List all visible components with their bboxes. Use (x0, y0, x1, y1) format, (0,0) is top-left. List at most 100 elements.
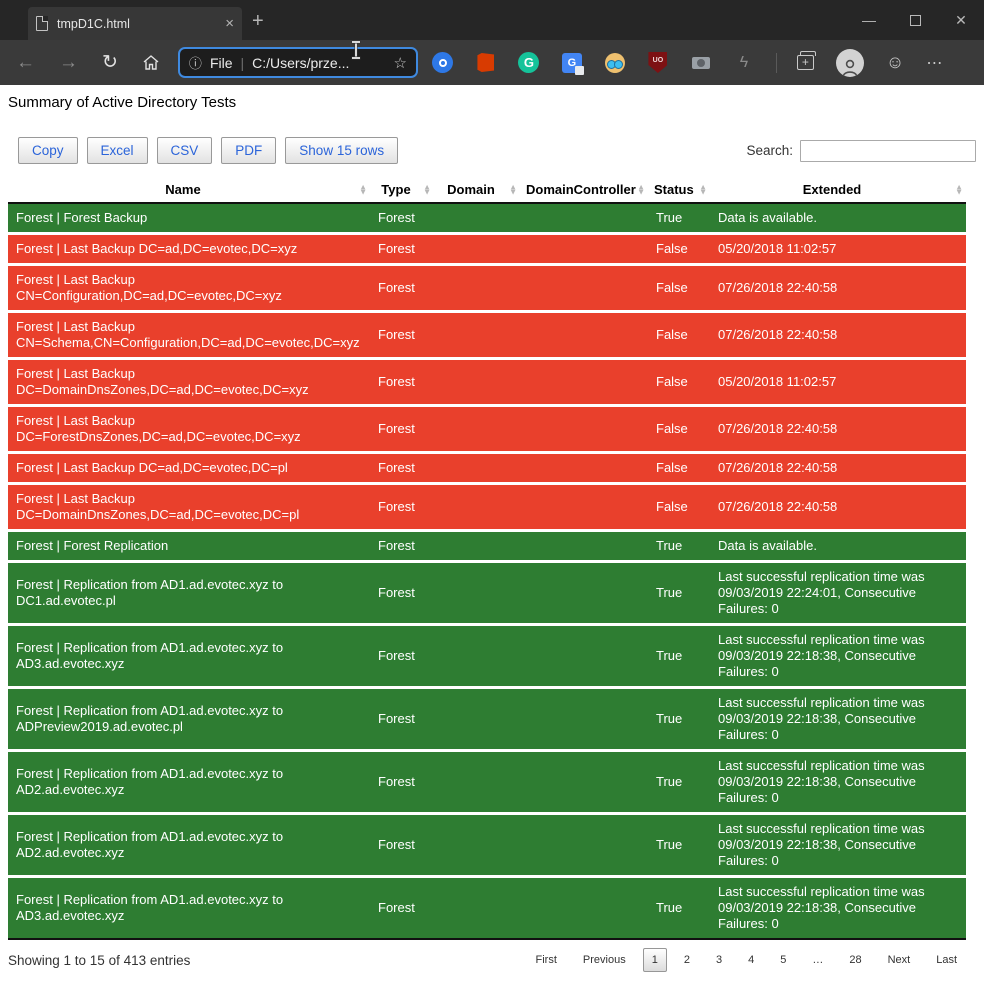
cell-type: Forest (370, 203, 434, 235)
cell-extended: 07/26/2018 22:40:58 (710, 405, 966, 454)
column-header-extended[interactable]: Extended ▲ ▼ (710, 177, 966, 204)
pagination-button-first[interactable]: First (535, 954, 557, 966)
pagination-button-last[interactable]: Last (936, 954, 957, 966)
pagination-button-next[interactable]: Next (887, 954, 911, 966)
profile-avatar[interactable] (835, 48, 864, 77)
home-icon[interactable] (142, 54, 160, 71)
cell-status: True (648, 876, 710, 940)
entries-info: Showing 1 to 15 of 413 entries (8, 952, 191, 968)
new-tab-button[interactable]: + (252, 10, 264, 32)
pagination-button-2[interactable]: 2 (683, 954, 690, 966)
ublock-shield-icon[interactable]: UO (647, 52, 669, 74)
export-button[interactable]: Show 15 rows (285, 137, 399, 164)
search-label: Search: (746, 143, 793, 158)
favorite-star-icon[interactable]: ☆ (393, 54, 407, 72)
cell-domain (434, 530, 520, 563)
table-row: Forest | Replication from AD1.ad.evotec.… (8, 813, 966, 878)
cell-name: Forest | Last Backup DC=DomainDnsZones,D… (8, 358, 370, 407)
pagination-button-previous[interactable]: Previous (582, 954, 626, 966)
table-footer: Showing 1 to 15 of 413 entries First Prev… (8, 948, 976, 972)
collections-icon[interactable]: + (796, 51, 816, 70)
refresh-icon[interactable]: ↻ (102, 52, 118, 73)
column-header-domaincontroller[interactable]: DomainController ▲ ▼ (520, 177, 648, 204)
tab-close-icon[interactable]: × (225, 15, 234, 32)
search-input[interactable] (800, 139, 976, 162)
grammarly-icon[interactable]: G (518, 52, 540, 74)
cell-status: False (648, 358, 710, 407)
avatar-extension-icon[interactable] (604, 52, 626, 74)
column-header-domain[interactable]: Domain ▲ ▼ (434, 177, 520, 204)
onepassword-icon[interactable] (432, 52, 454, 74)
export-button[interactable]: Excel (86, 137, 148, 164)
cell-domain (434, 750, 520, 815)
close-button[interactable]: ✕ (955, 11, 967, 28)
pagination-button-3[interactable]: 3 (715, 954, 723, 966)
address-bar[interactable]: ⓘ File | C:/Users/prze... ☆ (177, 47, 418, 78)
sort-icon[interactable]: ▲ ▼ (699, 182, 707, 197)
table-row: Forest | Last Backup DC=ForestDnsZones,D… (8, 405, 966, 454)
cell-type: Forest (370, 561, 434, 626)
forward-icon[interactable]: → (59, 51, 78, 73)
sort-icon[interactable]: ▲ ▼ (637, 182, 645, 197)
table-row: Forest | Replication from AD1.ad.evotec.… (8, 687, 966, 752)
sort-icon[interactable]: ▲ ▼ (509, 182, 517, 197)
column-header-status[interactable]: Status ▲ ▼ (648, 177, 710, 204)
column-header-type[interactable]: Type ▲ ▼ (370, 177, 434, 204)
sort-icon[interactable]: ▲ ▼ (359, 182, 367, 197)
cell-status: True (648, 624, 710, 689)
sort-icon[interactable]: ▲ ▼ (955, 182, 963, 197)
cell-name: Forest | Last Backup DC=ad,DC=evotec,DC=… (8, 233, 370, 266)
nav-icons: ← → ↻ (0, 51, 160, 74)
cell-extended: 05/20/2018 11:02:57 (710, 233, 966, 266)
translate-icon[interactable]: G (561, 52, 584, 75)
column-header-name[interactable]: Name ▲ ▼ (8, 177, 370, 204)
more-menu-icon[interactable]: ⋯ (926, 54, 944, 72)
column-header-label: Extended (802, 182, 862, 197)
minimize-button[interactable]: — (862, 12, 876, 28)
cell-name: Forest | Replication from AD1.ad.evotec.… (8, 624, 370, 689)
table-row: Forest | Forest Backup Forest True Data is … (8, 203, 966, 235)
tab-bar: tmpD1C.html × + — ✕ (0, 0, 984, 40)
cell-status: False (648, 452, 710, 485)
mouse-text-cursor (352, 41, 360, 59)
cell-status: True (648, 530, 710, 563)
info-icon[interactable]: ⓘ (188, 56, 202, 71)
cell-name: Forest | Forest Replication (8, 530, 370, 563)
pagination-button-1[interactable]: 1 (642, 948, 667, 972)
cell-status: False (648, 483, 710, 532)
lightning-icon[interactable]: ϟ (739, 53, 749, 71)
feedback-smiley-icon[interactable]: ☺ (885, 52, 905, 72)
export-button[interactable]: CSV (156, 137, 213, 164)
cell-status: True (648, 813, 710, 878)
cell-extended: Last successful replication time was 09/… (710, 687, 966, 752)
maximize-button[interactable] (892, 0, 938, 40)
office-icon[interactable] (475, 52, 497, 74)
cell-domain_controller (520, 203, 648, 235)
table-row: Forest | Last Backup DC=ad,DC=evotec,DC=… (8, 452, 966, 485)
cell-name: Forest | Forest Backup (8, 203, 370, 235)
cell-name: Forest | Last Backup DC=DomainDnsZones,D… (8, 483, 370, 532)
cell-name: Forest | Last Backup CN=Configuration,DC… (8, 264, 370, 313)
cell-domain_controller (520, 452, 648, 485)
pagination-button-5[interactable]: 5 (780, 954, 787, 966)
address-url[interactable]: C:/Users/prze... (252, 54, 350, 71)
sort-icon[interactable]: ▲ ▼ (423, 182, 431, 197)
column-header-label: DomainController (526, 182, 636, 197)
back-icon[interactable]: ← (16, 51, 35, 73)
pagination-button-4[interactable]: 4 (748, 954, 755, 966)
cell-domain (434, 311, 520, 360)
cell-extended: Data is available. (710, 203, 966, 235)
camera-extension-icon[interactable] (690, 52, 712, 74)
pagination-button-28[interactable]: 28 (849, 954, 862, 966)
cell-domain_controller (520, 530, 648, 563)
browser-tab[interactable]: tmpD1C.html × (28, 7, 242, 40)
export-button[interactable]: PDF (221, 137, 277, 164)
table-row: Forest | Forest Replication Forest True Dat… (8, 530, 966, 563)
cell-domain_controller (520, 876, 648, 940)
export-button[interactable]: Copy (18, 137, 78, 164)
cell-domain_controller (520, 813, 648, 878)
cell-domain_controller (520, 561, 648, 626)
cell-extended: Last successful replication time was 09/… (710, 750, 966, 815)
cell-name: Forest | Last Backup DC=ad,DC=evotec,DC=… (8, 452, 370, 485)
pagination-button-…[interactable]: … (812, 954, 824, 966)
